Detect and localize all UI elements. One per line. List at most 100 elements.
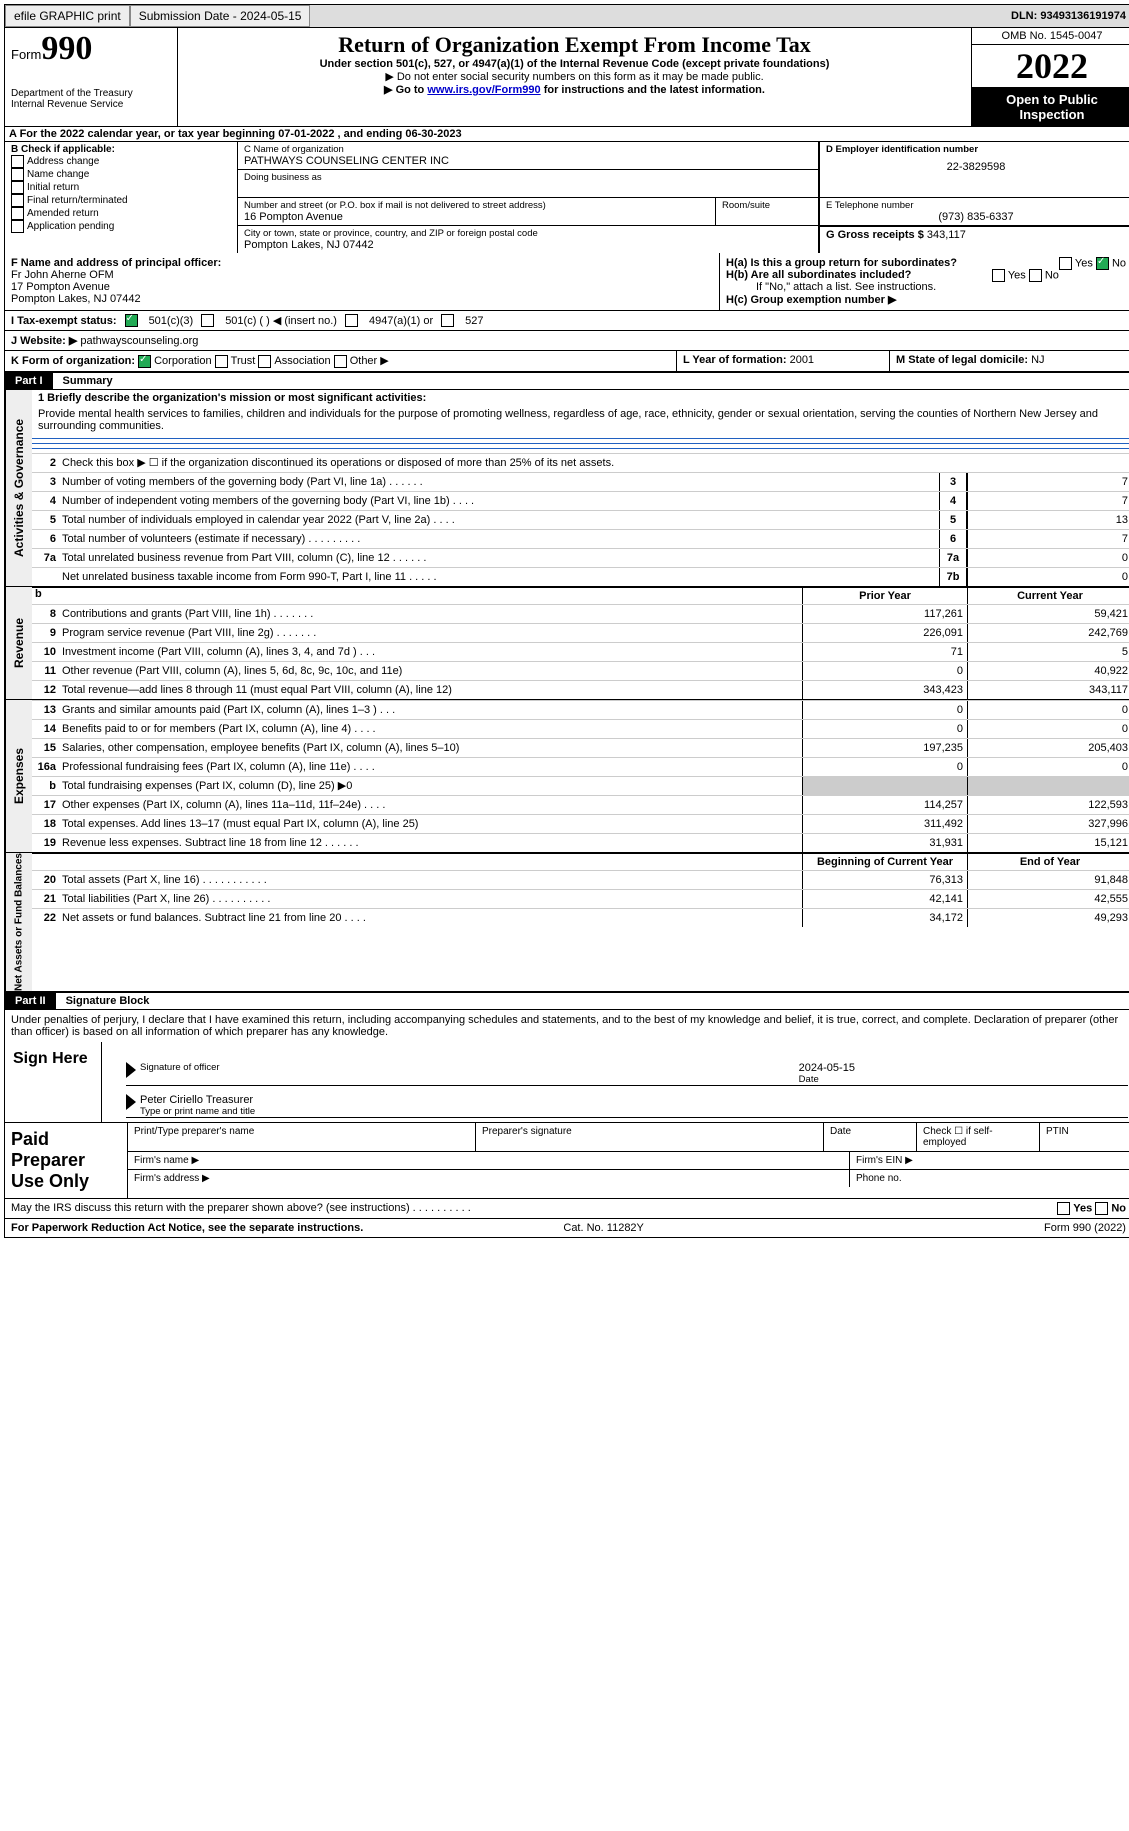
vtab-expenses: Expenses <box>5 700 32 852</box>
mission-label: 1 Briefly describe the organization's mi… <box>32 390 1129 406</box>
signature-arrow-icon <box>126 1062 136 1078</box>
cb-501c[interactable] <box>201 314 214 327</box>
line-box: 5 <box>939 511 967 529</box>
cb-other[interactable] <box>334 355 347 368</box>
revenue-section: Revenue bPrior YearCurrent Year 8Contrib… <box>4 587 1129 700</box>
cb-ha-no[interactable] <box>1096 257 1109 270</box>
cat-no: Cat. No. 11282Y <box>563 1222 644 1234</box>
cb-address-change[interactable] <box>11 155 24 168</box>
officer-label: F Name and address of principal officer: <box>11 257 221 269</box>
city-value: Pompton Lakes, NJ 07442 <box>244 239 812 251</box>
cb-discuss-yes[interactable] <box>1057 1202 1070 1215</box>
form-header: Form990 Department of the Treasury Inter… <box>4 28 1129 127</box>
cb-amended-return[interactable] <box>11 207 24 220</box>
cb-hb-no[interactable] <box>1029 269 1042 282</box>
cb-application-pending[interactable] <box>11 220 24 233</box>
efile-button[interactable]: efile GRAPHIC print <box>5 5 130 27</box>
cb-501c3[interactable] <box>125 314 138 327</box>
cb-4947[interactable] <box>345 314 358 327</box>
line-curr: 0 <box>967 701 1129 719</box>
top-bar: efile GRAPHIC print Submission Date - 20… <box>4 4 1129 28</box>
cb-ha-yes[interactable] <box>1059 257 1072 270</box>
phone-label: E Telephone number <box>826 200 1126 211</box>
city-label: City or town, state or province, country… <box>244 228 812 239</box>
line-prior: 197,235 <box>802 739 967 757</box>
sign-here-block: Sign Here Signature of officer 2024-05-1… <box>4 1042 1129 1123</box>
line-desc: Benefits paid to or for members (Part IX… <box>62 722 802 736</box>
sig-date-label: Date <box>799 1074 1128 1085</box>
line-prior: 71 <box>802 643 967 661</box>
lbl-initial-return: Initial return <box>27 182 79 193</box>
firm-addr-label: Firm's address ▶ <box>128 1170 850 1187</box>
sig-name: Peter Ciriello Treasurer <box>140 1094 1128 1106</box>
line-prior <box>802 777 967 795</box>
cb-initial-return[interactable] <box>11 181 24 194</box>
cb-hb-yes[interactable] <box>992 269 1005 282</box>
irs-label: Internal Revenue Service <box>11 99 171 110</box>
footer-notice: For Paperwork Reduction Act Notice, see … <box>4 1219 1129 1238</box>
lbl-application-pending: Application pending <box>27 221 114 232</box>
lbl-527: 527 <box>465 315 483 327</box>
paid-preparer-label: Paid Preparer Use Only <box>5 1123 128 1198</box>
row-a-tax-year: A For the 2022 calendar year, or tax yea… <box>4 127 1129 142</box>
cb-assoc[interactable] <box>258 355 271 368</box>
room-label: Room/suite <box>722 200 812 211</box>
part2-header: Part II Signature Block <box>4 992 1129 1010</box>
goto-pre: ▶ Go to <box>384 84 427 96</box>
cb-527[interactable] <box>441 314 454 327</box>
header-right: OMB No. 1545-0047 2022 Open to Public In… <box>971 28 1129 126</box>
col-b-checkboxes: B Check if applicable: Address change Na… <box>5 142 238 253</box>
line-value: 7 <box>967 492 1129 510</box>
hb-no: No <box>1045 269 1059 281</box>
row-j-website: J Website: ▶ pathwayscounseling.org <box>4 331 1129 351</box>
line-desc: Total assets (Part X, line 16) . . . . .… <box>62 873 802 887</box>
vtab-activities: Activities & Governance <box>5 390 32 586</box>
lbl-4947: 4947(a)(1) or <box>369 315 433 327</box>
ein-label: D Employer identification number <box>826 144 1126 155</box>
dba-label: Doing business as <box>244 172 812 183</box>
firm-ein-label: Firm's EIN ▶ <box>850 1152 1129 1169</box>
line-value: 0 <box>967 549 1129 567</box>
discuss-yes: Yes <box>1073 1202 1092 1214</box>
lbl-name-change: Name change <box>27 169 89 180</box>
ssn-note: ▶ Do not enter social security numbers o… <box>182 70 967 83</box>
ha-yes: Yes <box>1075 257 1093 269</box>
line-curr: 5 <box>967 643 1129 661</box>
line-desc: Contributions and grants (Part VIII, lin… <box>62 607 802 621</box>
cb-final-return[interactable] <box>11 194 24 207</box>
officer-name: Fr John Aherne OFM <box>11 269 114 281</box>
row-klm: K Form of organization: Corporation Trus… <box>4 351 1129 372</box>
line-curr: 91,848 <box>967 871 1129 889</box>
line-curr: 59,421 <box>967 605 1129 623</box>
line-curr: 0 <box>967 758 1129 776</box>
part2-tag: Part II <box>5 993 56 1009</box>
line-prior: 114,257 <box>802 796 967 814</box>
line-desc: Grants and similar amounts paid (Part IX… <box>62 703 802 717</box>
ha-no: No <box>1112 257 1126 269</box>
line-box: 4 <box>939 492 967 510</box>
part1-tag: Part I <box>5 373 53 389</box>
cb-name-change[interactable] <box>11 168 24 181</box>
line-desc: Professional fundraising fees (Part IX, … <box>62 760 802 774</box>
cb-discuss-no[interactable] <box>1095 1202 1108 1215</box>
tax-year: 2022 <box>972 45 1129 87</box>
line-desc: Total number of individuals employed in … <box>62 513 939 527</box>
street-label: Number and street (or P.O. box if mail i… <box>244 200 709 211</box>
cb-trust[interactable] <box>215 355 228 368</box>
line-prior: 0 <box>802 758 967 776</box>
cb-corp[interactable] <box>138 355 151 368</box>
sig-name-label: Type or print name and title <box>140 1106 1128 1117</box>
line-value: 0 <box>967 568 1129 586</box>
firm-name-label: Firm's name ▶ <box>128 1152 850 1169</box>
k-form-org: K Form of organization: Corporation Trus… <box>5 351 677 371</box>
col-f-officer: F Name and address of principal officer:… <box>5 253 720 310</box>
lbl-corp: Corporation <box>154 355 211 367</box>
line-prior: 226,091 <box>802 624 967 642</box>
vtab-revenue: Revenue <box>5 587 32 699</box>
form990-link[interactable]: www.irs.gov/Form990 <box>427 84 540 96</box>
prep-ptin-hdr: PTIN <box>1040 1123 1129 1151</box>
h-b-label: H(b) Are all subordinates included? <box>726 269 911 281</box>
form-title: Return of Organization Exempt From Incom… <box>182 32 967 58</box>
line-desc: Number of voting members of the governin… <box>62 475 939 489</box>
line-desc: Net assets or fund balances. Subtract li… <box>62 911 802 925</box>
